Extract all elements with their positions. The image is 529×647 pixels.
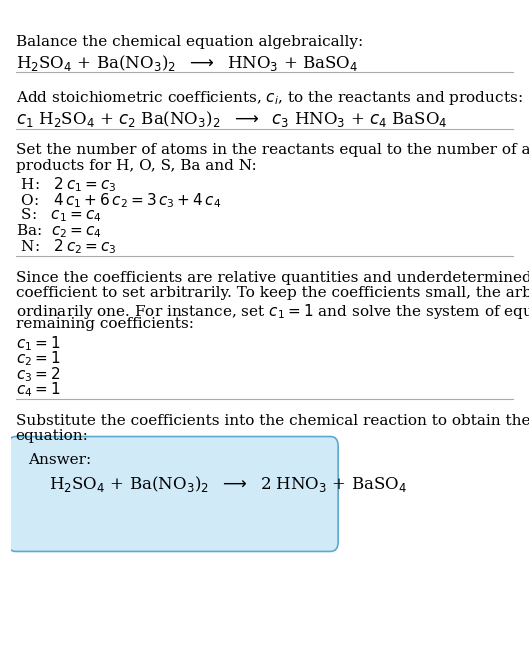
Text: H$_2$SO$_4$ + Ba(NO$_3$)$_2$  $\longrightarrow$  HNO$_3$ + BaSO$_4$: H$_2$SO$_4$ + Ba(NO$_3$)$_2$ $\longright…	[16, 53, 358, 73]
Text: equation:: equation:	[16, 429, 88, 443]
Text: $c_3 = 2$: $c_3 = 2$	[16, 365, 60, 384]
FancyBboxPatch shape	[8, 437, 338, 551]
Text: ordinarily one. For instance, set $c_1 = 1$ and solve the system of equations fo: ordinarily one. For instance, set $c_1 =…	[16, 302, 529, 321]
Text: Set the number of atoms in the reactants equal to the number of atoms in the: Set the number of atoms in the reactants…	[16, 144, 529, 157]
Text: $c_2 = 1$: $c_2 = 1$	[16, 349, 60, 368]
Text: O:   $4\,c_1 + 6\,c_2 = 3\,c_3 + 4\,c_4$: O: $4\,c_1 + 6\,c_2 = 3\,c_3 + 4\,c_4$	[16, 192, 221, 210]
Text: N:   $2\,c_2 = c_3$: N: $2\,c_2 = c_3$	[16, 238, 116, 256]
Text: S:   $c_1 = c_4$: S: $c_1 = c_4$	[16, 207, 102, 225]
Text: Substitute the coefficients into the chemical reaction to obtain the balanced: Substitute the coefficients into the che…	[16, 413, 529, 428]
Text: coefficient to set arbitrarily. To keep the coefficients small, the arbitrary va: coefficient to set arbitrarily. To keep …	[16, 286, 529, 300]
Text: Answer:: Answer:	[29, 453, 92, 466]
Text: $c_1$ H$_2$SO$_4$ + $c_2$ Ba(NO$_3$)$_2$  $\longrightarrow$  $c_3$ HNO$_3$ + $c_: $c_1$ H$_2$SO$_4$ + $c_2$ Ba(NO$_3$)$_2$…	[16, 109, 448, 129]
Text: products for H, O, S, Ba and N:: products for H, O, S, Ba and N:	[16, 159, 257, 173]
Text: H:   $2\,c_1 = c_3$: H: $2\,c_1 = c_3$	[16, 176, 116, 194]
Text: remaining coefficients:: remaining coefficients:	[16, 317, 194, 331]
Text: Ba:  $c_2 = c_4$: Ba: $c_2 = c_4$	[16, 223, 102, 240]
Text: $c_1 = 1$: $c_1 = 1$	[16, 334, 60, 353]
Text: Since the coefficients are relative quantities and underdetermined, choose a: Since the coefficients are relative quan…	[16, 270, 529, 285]
Text: Add stoichiometric coefficients, $c_i$, to the reactants and products:: Add stoichiometric coefficients, $c_i$, …	[16, 89, 522, 107]
Text: H$_2$SO$_4$ + Ba(NO$_3$)$_2$  $\longrightarrow$  2 HNO$_3$ + BaSO$_4$: H$_2$SO$_4$ + Ba(NO$_3$)$_2$ $\longright…	[49, 474, 407, 494]
Text: $c_4 = 1$: $c_4 = 1$	[16, 380, 60, 399]
Text: Balance the chemical equation algebraically:: Balance the chemical equation algebraica…	[16, 35, 363, 49]
